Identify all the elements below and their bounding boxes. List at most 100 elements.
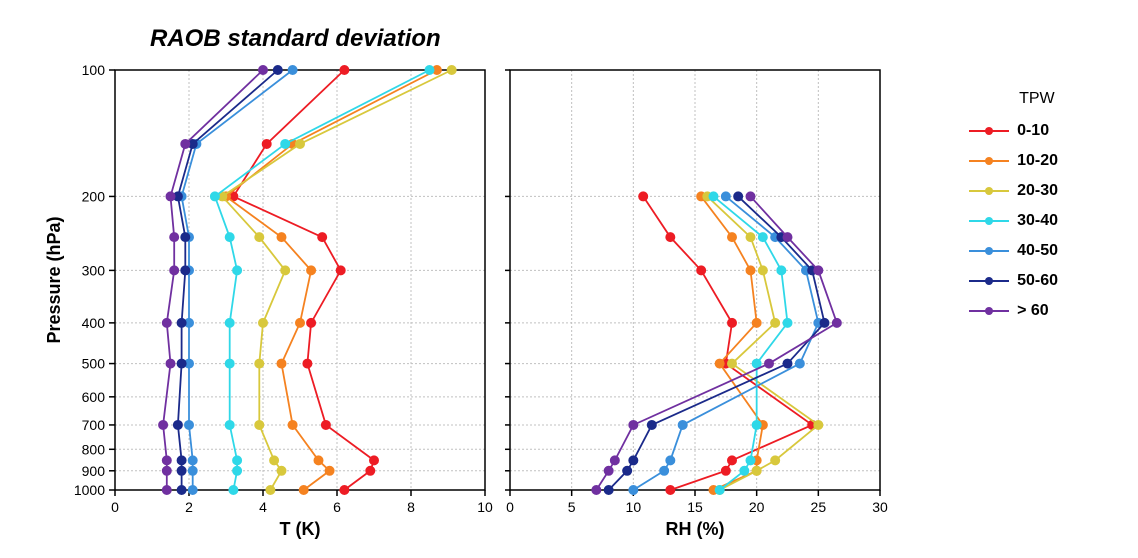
legend-item: 50-60: [969, 266, 1058, 296]
legend-swatch-dot: [985, 307, 993, 315]
series-marker: [629, 486, 638, 495]
svg-text:30: 30: [872, 499, 888, 515]
series-marker: [746, 192, 755, 201]
series-marker: [233, 456, 242, 465]
series-marker: [728, 233, 737, 242]
series-marker: [233, 466, 242, 475]
series-marker: [288, 66, 297, 75]
series-marker: [604, 486, 613, 495]
series-marker: [340, 486, 349, 495]
legend-item: 0-10: [969, 116, 1058, 146]
series-marker: [771, 318, 780, 327]
svg-text:10: 10: [477, 499, 493, 515]
legend-item: 30-40: [969, 206, 1058, 236]
figure-root: RAOB standard deviation 0246810T (K)1002…: [0, 0, 1138, 558]
legend-swatch-line: [969, 220, 1009, 222]
series-marker: [181, 266, 190, 275]
series-marker: [177, 486, 186, 495]
svg-text:400: 400: [82, 315, 106, 331]
svg-text:4: 4: [259, 499, 267, 515]
svg-text:900: 900: [82, 463, 106, 479]
series-marker: [728, 359, 737, 368]
legend-label: 0-10: [1017, 122, 1049, 140]
legend-items: 0-10 10-20 20-30 30-40 40-50 50-60 > 60: [969, 116, 1058, 326]
series-marker: [666, 456, 675, 465]
series-marker: [277, 233, 286, 242]
series-marker: [814, 266, 823, 275]
series-marker: [159, 420, 168, 429]
series-marker: [225, 359, 234, 368]
svg-text:200: 200: [82, 188, 106, 204]
legend-item: 40-50: [969, 236, 1058, 266]
legend: TPW 0-1010-2020-3030-4040-5050-60> 60: [969, 90, 1058, 326]
svg-text:2: 2: [185, 499, 193, 515]
series-marker: [259, 66, 268, 75]
series-marker: [181, 139, 190, 148]
series-marker: [647, 420, 656, 429]
svg-text:0: 0: [506, 499, 514, 515]
series-marker: [303, 359, 312, 368]
series-marker: [296, 318, 305, 327]
series-marker: [255, 233, 264, 242]
legend-swatch-dot: [985, 277, 993, 285]
series-marker: [281, 266, 290, 275]
series-marker: [795, 359, 804, 368]
legend-label: 30-40: [1017, 212, 1058, 230]
series-marker: [170, 266, 179, 275]
series-marker: [233, 266, 242, 275]
legend-swatch-dot: [985, 127, 993, 135]
series-marker: [340, 66, 349, 75]
series-marker: [752, 359, 761, 368]
series-marker: [721, 192, 730, 201]
series-marker: [425, 66, 434, 75]
series-marker: [752, 466, 761, 475]
series-marker: [746, 233, 755, 242]
svg-text:8: 8: [407, 499, 415, 515]
series-marker: [734, 192, 743, 201]
series-marker: [188, 456, 197, 465]
series-marker: [447, 66, 456, 75]
svg-text:T (K): T (K): [280, 519, 321, 539]
series-marker: [262, 139, 271, 148]
series-marker: [765, 359, 774, 368]
series-marker: [639, 192, 648, 201]
series-marker: [162, 318, 171, 327]
legend-item: > 60: [969, 296, 1058, 326]
series-marker: [610, 456, 619, 465]
svg-text:15: 15: [687, 499, 703, 515]
series-marker: [721, 466, 730, 475]
series-marker: [623, 466, 632, 475]
svg-text:300: 300: [82, 262, 106, 278]
series-marker: [771, 456, 780, 465]
series-marker: [307, 266, 316, 275]
svg-text:10: 10: [626, 499, 642, 515]
legend-label: 50-60: [1017, 272, 1058, 290]
series-marker: [325, 466, 334, 475]
series-marker: [746, 266, 755, 275]
legend-label: 40-50: [1017, 242, 1058, 260]
series-marker: [832, 318, 841, 327]
legend-swatch-dot: [985, 157, 993, 165]
series-marker: [188, 486, 197, 495]
legend-swatch-line: [969, 280, 1009, 282]
series-marker: [660, 466, 669, 475]
series-marker: [185, 420, 194, 429]
series-marker: [318, 233, 327, 242]
series-marker: [181, 233, 190, 242]
legend-swatch-line: [969, 310, 1009, 312]
series-marker: [336, 266, 345, 275]
series-line: [596, 196, 837, 490]
series-marker: [715, 486, 724, 495]
series-marker: [266, 486, 275, 495]
series-marker: [592, 486, 601, 495]
series-marker: [366, 466, 375, 475]
series-marker: [225, 233, 234, 242]
legend-label: 20-30: [1017, 182, 1058, 200]
series-marker: [255, 420, 264, 429]
svg-text:700: 700: [82, 417, 106, 433]
legend-item: 10-20: [969, 146, 1058, 176]
legend-label: > 60: [1017, 302, 1049, 320]
svg-text:1000: 1000: [74, 482, 105, 498]
svg-text:600: 600: [82, 389, 106, 405]
series-marker: [177, 456, 186, 465]
